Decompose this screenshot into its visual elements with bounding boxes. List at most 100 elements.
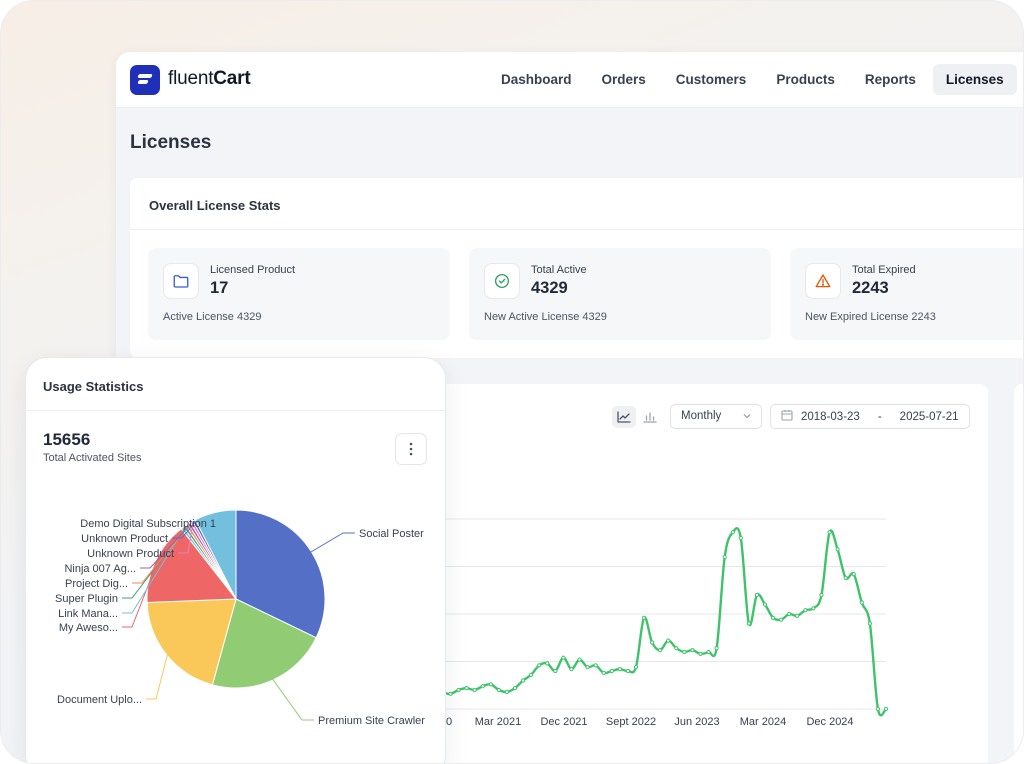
nav-licenses[interactable]: Licenses [932,64,1017,95]
chart-type-toggle [612,405,662,428]
data-point[interactable] [795,613,800,619]
bar-chart-icon[interactable] [638,406,662,428]
pie-label: Document Uplo... [57,694,142,706]
data-point[interactable] [730,530,735,535]
pie-slice[interactable] [194,509,237,600]
data-point[interactable] [593,663,598,668]
data-point[interactable] [456,687,461,693]
data-point[interactable] [472,687,477,693]
data-point[interactable] [617,667,622,672]
stat-licensed-product: Licensed Product 17 Active License 4329 [148,248,450,340]
data-point[interactable] [601,670,606,675]
x-tick-label: Dec 2024 [806,716,853,728]
nav-customers[interactable]: Customers [675,72,747,87]
data-point[interactable] [504,689,510,694]
pie-label-line [146,652,169,700]
data-point[interactable] [520,678,526,683]
data-point[interactable] [714,646,719,651]
data-point[interactable] [609,668,614,674]
x-tick-label: Mar 2021 [475,716,521,728]
line-chart-icon[interactable] [612,405,636,428]
data-point[interactable] [496,687,501,693]
data-point[interactable] [488,682,493,687]
data-point[interactable] [649,640,655,645]
usage-statistics-card: Usage Statistics 15656 Total Activated S… [25,357,446,763]
data-point[interactable] [577,657,582,662]
data-point[interactable] [811,606,816,611]
data-point[interactable] [553,668,558,674]
date-range-picker[interactable]: 2018-03-23 - 2025-07-21 [770,404,970,429]
data-point[interactable] [537,663,542,668]
pie-label-line [309,532,355,554]
stat-value: 2243 [852,279,889,297]
data-point[interactable] [859,600,864,605]
stat-label: Licensed Product [210,264,295,276]
data-point[interactable] [746,621,751,626]
data-point[interactable] [682,649,687,655]
data-point[interactable] [512,686,518,691]
calendar-icon [781,409,793,424]
data-point[interactable] [883,706,889,712]
data-point[interactable] [698,651,703,656]
total-activated-sites-label: Total Activated Sites [43,452,142,464]
folder-icon [163,263,199,299]
nav-dashboard[interactable]: Dashboard [501,72,572,87]
date-to[interactable]: 2025-07-21 [899,410,959,423]
brand-name[interactable]: fluentCart [168,68,251,89]
license-trend-chart-card: Monthly 2018-03-23 - 2025-07-21 [386,384,988,763]
data-point[interactable] [851,572,856,577]
date-from[interactable]: 2018-03-23 [801,410,860,423]
data-point[interactable] [480,684,485,689]
nav-subscriptions-truncated[interactable]: Su [1021,64,1023,95]
usage-pie-chart: Social Poster Premium Site Crawler Documen… [55,509,425,727]
x-tick-label: Jun 2023 [674,716,719,728]
data-point[interactable] [819,592,824,598]
data-point[interactable] [690,648,695,653]
data-point[interactable] [827,530,832,535]
nav-orders[interactable]: Orders [601,72,646,87]
data-point[interactable] [641,615,647,620]
data-point[interactable] [464,686,469,691]
more-options-button[interactable] [395,433,427,465]
data-point[interactable] [803,608,808,613]
stat-value: 17 [210,279,229,297]
pie-label: Super Plugin [55,593,118,605]
nav-reports[interactable]: Reports [864,72,916,87]
data-point[interactable] [867,621,872,626]
data-point[interactable] [738,535,743,541]
interval-select[interactable]: Monthly [670,404,762,429]
pie-label: My Aweso... [59,622,118,634]
data-point[interactable] [561,655,566,660]
data-point[interactable] [779,617,784,622]
data-point[interactable] [529,672,534,677]
warning-icon [805,263,841,299]
data-point[interactable] [762,602,768,607]
x-tick-label: Dec 2021 [540,716,587,728]
data-point[interactable] [448,691,453,696]
data-point[interactable] [770,615,776,620]
data-point[interactable] [666,638,671,643]
data-point[interactable] [545,661,550,666]
data-point[interactable] [843,575,848,581]
x-tick-label: Mar 2024 [740,716,786,728]
data-point[interactable] [787,611,792,617]
data-point[interactable] [754,592,760,598]
data-point[interactable] [585,665,590,670]
date-separator: - [877,410,882,423]
data-point[interactable] [625,668,631,674]
fluentcart-logo-icon [130,65,160,95]
data-point[interactable] [706,649,711,655]
pie-label-line [178,523,194,554]
data-point[interactable] [658,648,663,653]
data-point[interactable] [633,665,639,670]
data-point[interactable] [835,547,840,552]
data-point[interactable] [569,667,574,672]
pie-slice[interactable] [146,598,237,686]
data-point[interactable] [875,706,881,712]
data-point[interactable] [674,646,679,651]
side-card [1014,384,1023,763]
nav-products[interactable]: Products [776,72,835,87]
main-nav: Dashboard Orders Customers Products Repo… [488,64,1023,95]
data-point[interactable] [722,554,727,560]
